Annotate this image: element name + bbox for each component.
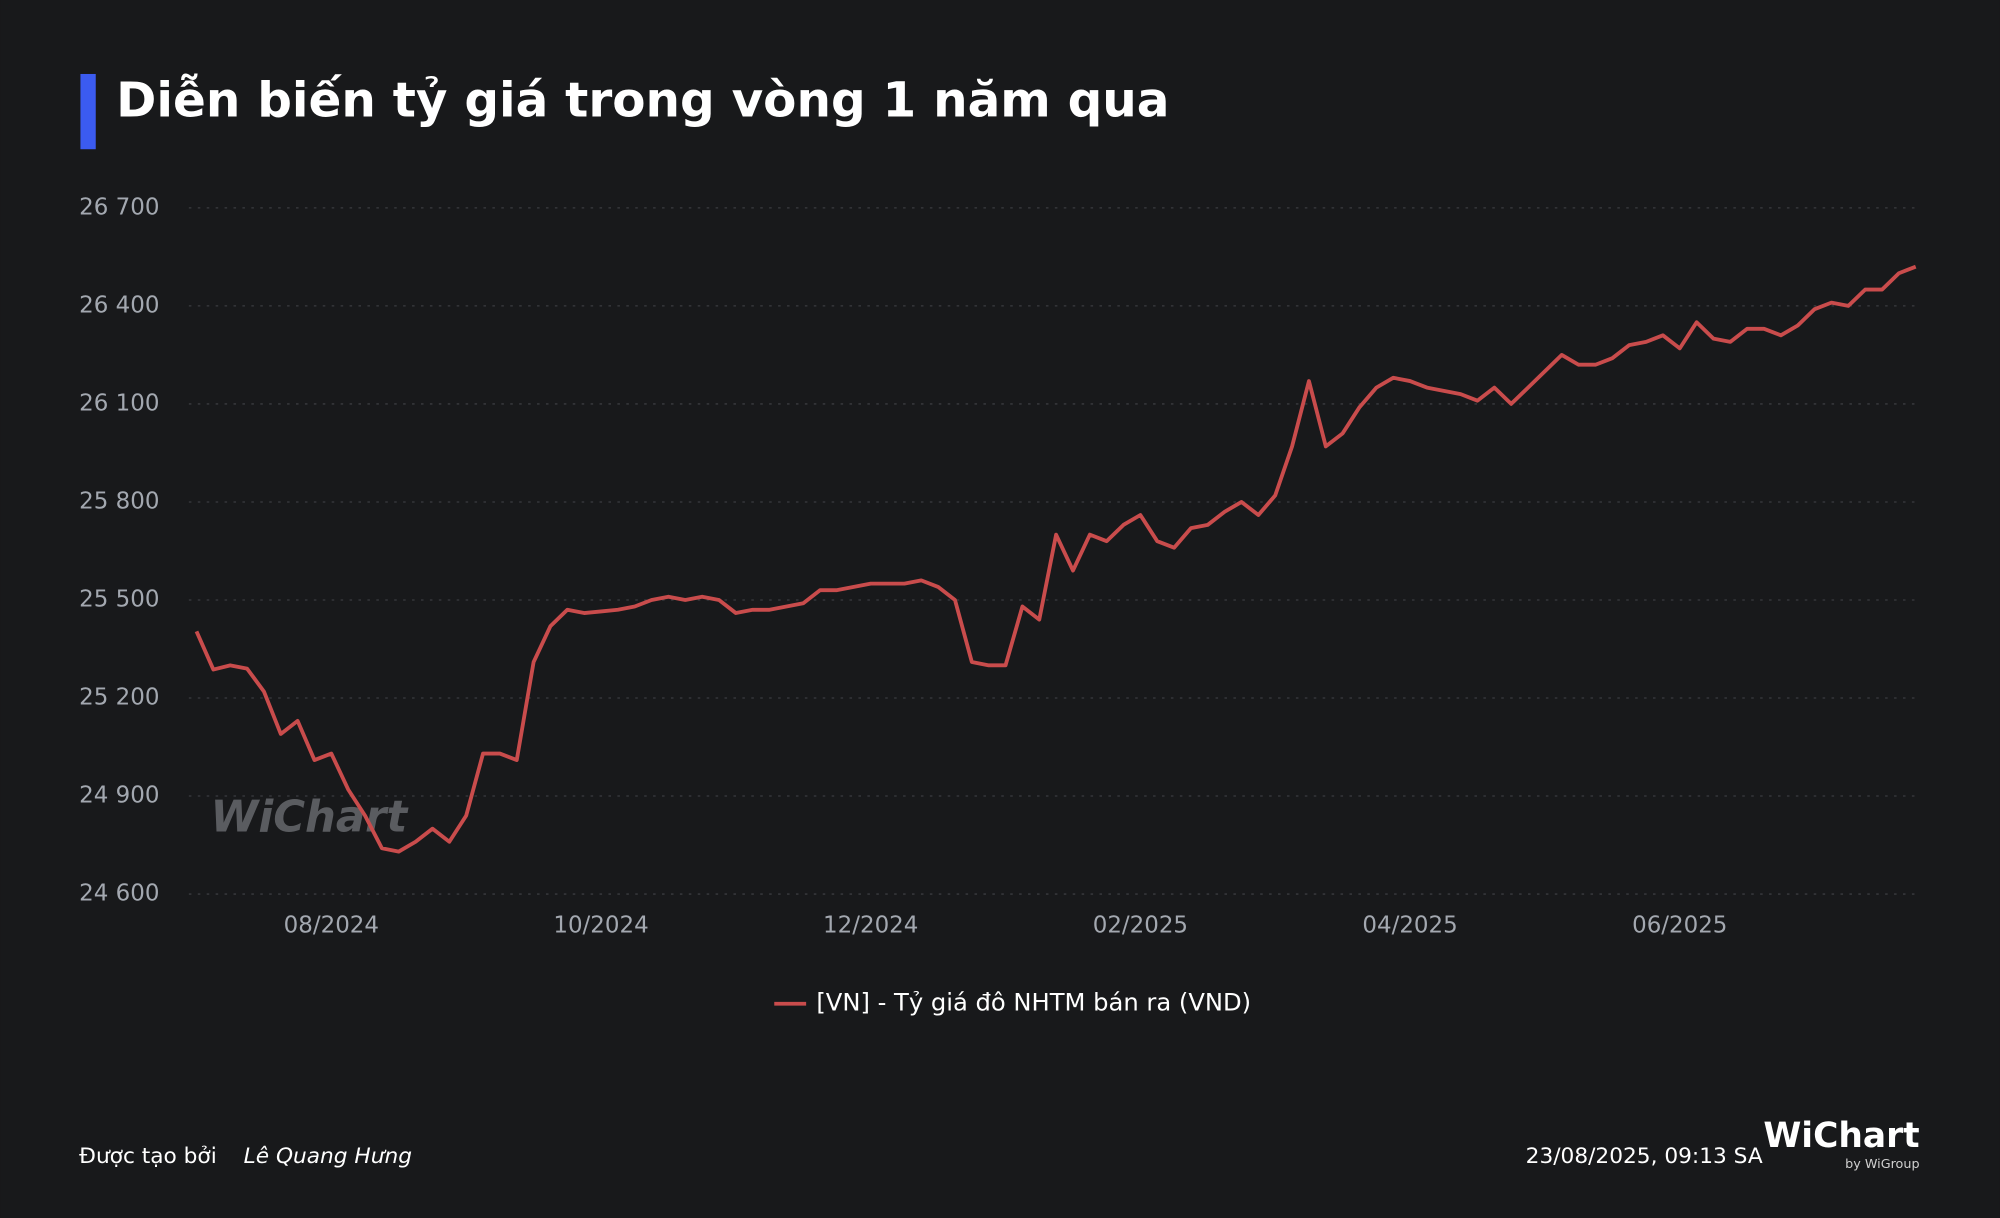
created-by: Được tạo bởi <box>79 1144 217 1169</box>
y-tick-label: 25 200 <box>79 685 159 711</box>
y-tick-label: 26 100 <box>79 390 159 416</box>
chart-title: Diễn biến tỷ giá trong vòng 1 năm qua <box>116 72 1169 128</box>
y-tick-label: 24 600 <box>79 881 159 907</box>
logo: WiChart <box>1763 1116 1919 1156</box>
y-tick-label: 24 900 <box>79 783 159 809</box>
timestamp: 23/08/2025, 09:13 SA <box>1526 1144 1763 1169</box>
data-line <box>194 264 1917 854</box>
x-tick-label: 08/2024 <box>284 912 379 938</box>
y-tick-label: 26 700 <box>79 194 159 220</box>
title-accent <box>80 73 96 150</box>
x-tick-label: 10/2024 <box>553 912 648 938</box>
x-tick-label: 06/2025 <box>1632 912 1727 938</box>
y-tick-label: 25 500 <box>79 586 159 612</box>
watermark: WiChart <box>211 793 410 843</box>
author: Lê Quang Hưng <box>244 1144 412 1169</box>
x-tick-label: 12/2024 <box>823 912 918 938</box>
legend-label: [VN] - Tỷ giá đô NHTM bán ra (VND) <box>816 989 1251 1017</box>
y-tick-label: 25 800 <box>79 488 159 514</box>
x-tick-label: 04/2025 <box>1362 912 1457 938</box>
logo-sub: by WiGroup <box>1845 1157 1919 1172</box>
x-tick-label: 02/2025 <box>1093 912 1188 938</box>
y-tick-label: 26 400 <box>79 292 159 318</box>
